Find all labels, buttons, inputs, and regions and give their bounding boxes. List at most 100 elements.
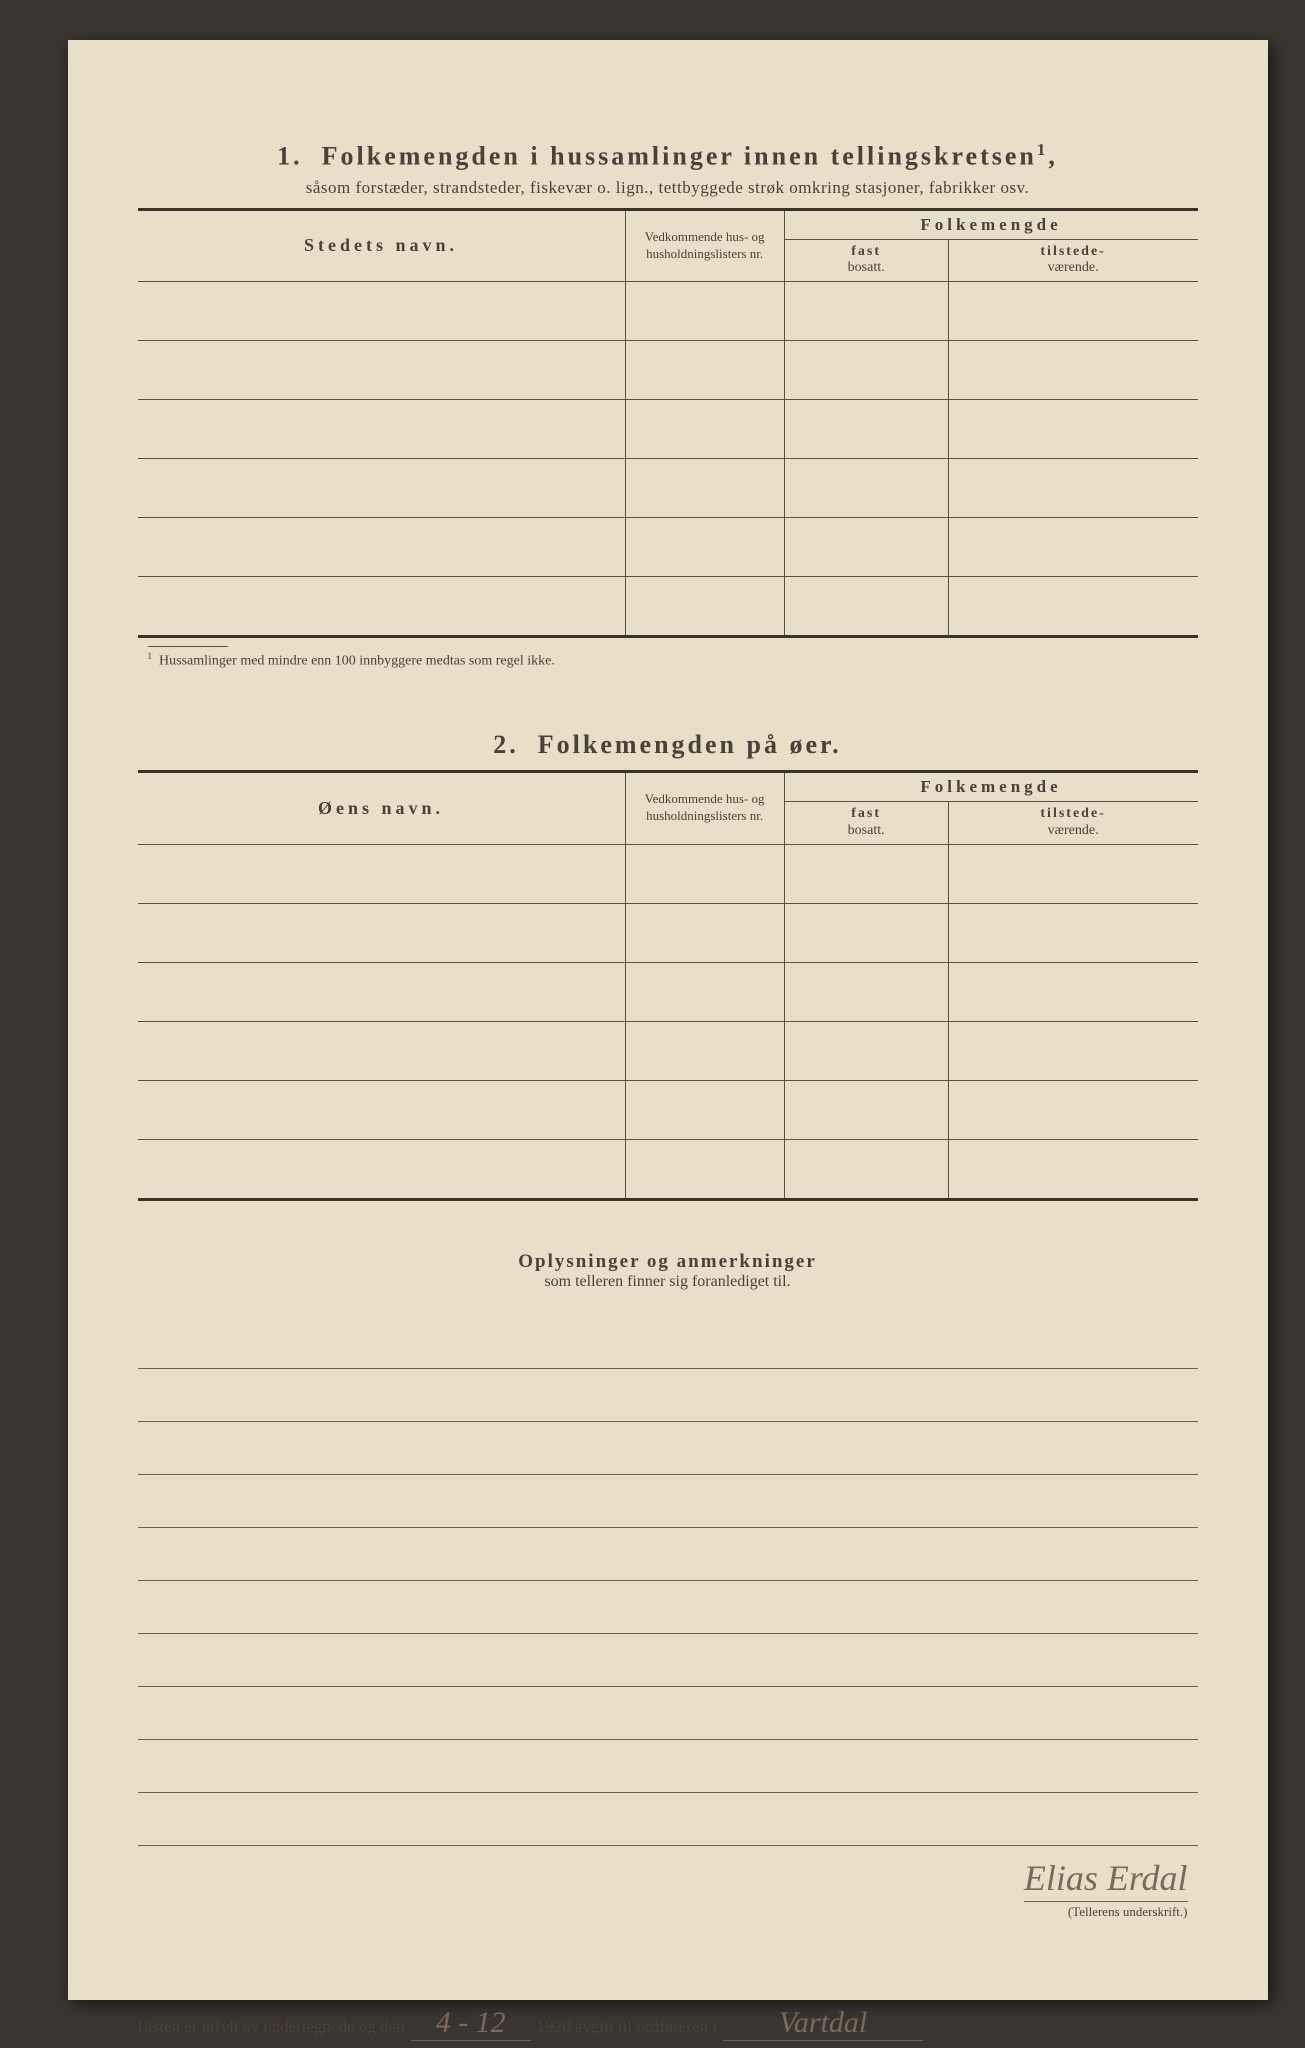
table-cell bbox=[948, 844, 1197, 903]
section1-footnote-ref: 1 bbox=[1037, 140, 1048, 159]
ruled-line bbox=[138, 1316, 1198, 1369]
table-cell bbox=[138, 844, 626, 903]
ruled-line bbox=[138, 1369, 1198, 1422]
section1-col-tilstede: tilstede- værende. bbox=[948, 239, 1197, 282]
signature-caption: (Tellerens underskrift.) bbox=[1024, 1901, 1188, 1920]
table-cell bbox=[948, 962, 1197, 1021]
signature-prefix: Listen er utfylt av undertegnede og den bbox=[138, 2017, 405, 2037]
remarks-area bbox=[138, 1316, 1198, 1846]
table-cell bbox=[784, 903, 948, 962]
table-cell bbox=[138, 341, 626, 400]
table-cell bbox=[625, 1021, 784, 1080]
section1-title: 1. Folkemengden i hussamlinger innen tel… bbox=[138, 140, 1198, 172]
table-cell bbox=[948, 341, 1197, 400]
section1-footnote: 1 Hussamlinger med mindre enn 100 innbyg… bbox=[138, 646, 1198, 670]
signature-block: Elias Erdal (Tellerens underskrift.) bbox=[1024, 1857, 1188, 1920]
remarks-title: Oplysninger og anmerkninger bbox=[138, 1251, 1198, 1273]
table-cell bbox=[138, 282, 626, 341]
table-cell bbox=[948, 459, 1197, 518]
table-cell bbox=[138, 1080, 626, 1139]
section1-col-folkemengde: Folkemengde bbox=[784, 209, 1197, 239]
table-row bbox=[138, 341, 1198, 400]
table-cell bbox=[784, 518, 948, 577]
section2-title-text: Folkemengden på øer. bbox=[538, 730, 842, 759]
section1-col-nr: Vedkommende hus- og husholdningslisters … bbox=[625, 209, 784, 282]
ruled-line bbox=[138, 1581, 1198, 1634]
footnote-rule bbox=[148, 646, 228, 647]
table-cell bbox=[948, 577, 1197, 637]
table-row bbox=[138, 1021, 1198, 1080]
section2-col-nr: Vedkommende hus- og husholdningslisters … bbox=[625, 771, 784, 844]
census-form-page: 1. Folkemengden i hussamlinger innen tel… bbox=[68, 40, 1268, 2000]
table-cell bbox=[625, 962, 784, 1021]
section1-col-name: Stedets navn. bbox=[138, 209, 626, 282]
table-row bbox=[138, 844, 1198, 903]
table-row bbox=[138, 459, 1198, 518]
signature-date: 4 - 12 bbox=[411, 2006, 531, 2041]
table-cell bbox=[138, 962, 626, 1021]
table-row bbox=[138, 400, 1198, 459]
table-cell bbox=[784, 282, 948, 341]
table-cell bbox=[625, 459, 784, 518]
table-cell bbox=[138, 577, 626, 637]
table-cell bbox=[138, 459, 626, 518]
section1-body bbox=[138, 282, 1198, 637]
table-row bbox=[138, 282, 1198, 341]
table-row bbox=[138, 903, 1198, 962]
table-cell bbox=[784, 400, 948, 459]
section1-subtitle: såsom forstæder, strandsteder, fiskevær … bbox=[138, 178, 1198, 198]
table-cell bbox=[784, 962, 948, 1021]
table-cell bbox=[138, 903, 626, 962]
table-cell bbox=[138, 1021, 626, 1080]
section1-title-text: Folkemengden i hussamlinger innen tellin… bbox=[322, 142, 1037, 171]
section2-col-fast: fast bosatt. bbox=[784, 801, 948, 844]
table-cell bbox=[784, 1021, 948, 1080]
table-cell bbox=[625, 1080, 784, 1139]
section1-col-fast: fast bosatt. bbox=[784, 239, 948, 282]
table-cell bbox=[948, 518, 1197, 577]
table-cell bbox=[138, 400, 626, 459]
table-cell bbox=[138, 1139, 626, 1199]
table-row bbox=[138, 1080, 1198, 1139]
ruled-line bbox=[138, 1528, 1198, 1581]
signature-name: Elias Erdal bbox=[1024, 1857, 1188, 1899]
table-cell bbox=[625, 903, 784, 962]
ruled-line bbox=[138, 1422, 1198, 1475]
table-cell bbox=[625, 844, 784, 903]
table-cell bbox=[784, 844, 948, 903]
section1-number: 1. bbox=[277, 142, 303, 171]
section2-table: Øens navn. Vedkommende hus- og husholdni… bbox=[138, 770, 1198, 1201]
table-row bbox=[138, 518, 1198, 577]
table-cell bbox=[784, 1080, 948, 1139]
table-cell bbox=[784, 459, 948, 518]
table-cell bbox=[948, 1021, 1197, 1080]
table-cell bbox=[625, 1139, 784, 1199]
section2-body bbox=[138, 844, 1198, 1199]
table-cell bbox=[138, 518, 626, 577]
table-cell bbox=[784, 1139, 948, 1199]
section2-title: 2. Folkemengden på øer. bbox=[138, 730, 1198, 760]
section1-table: Stedets navn. Vedkommende hus- og hushol… bbox=[138, 208, 1198, 639]
signature-line: Listen er utfylt av undertegnede og den … bbox=[138, 2006, 1198, 2041]
footnote-text: Hussamlinger med mindre enn 100 innbygge… bbox=[159, 654, 555, 669]
ruled-line bbox=[138, 1475, 1198, 1528]
table-cell bbox=[625, 400, 784, 459]
ruled-line bbox=[138, 1793, 1198, 1846]
signature-middle: avgitt til ordføreren i bbox=[575, 2017, 717, 2037]
signature-year: 1920 bbox=[537, 2017, 571, 2037]
table-cell bbox=[948, 903, 1197, 962]
table-cell bbox=[625, 282, 784, 341]
table-cell bbox=[948, 1139, 1197, 1199]
ruled-line bbox=[138, 1634, 1198, 1687]
section2-col-name: Øens navn. bbox=[138, 771, 626, 844]
table-cell bbox=[625, 518, 784, 577]
table-row bbox=[138, 962, 1198, 1021]
ruled-line bbox=[138, 1687, 1198, 1740]
table-cell bbox=[948, 1080, 1197, 1139]
signature-place: Vartdal bbox=[723, 2006, 923, 2041]
table-cell bbox=[948, 400, 1197, 459]
table-row bbox=[138, 577, 1198, 637]
table-cell bbox=[625, 577, 784, 637]
footnote-marker: 1 bbox=[148, 651, 153, 661]
section2-number: 2. bbox=[493, 730, 519, 759]
